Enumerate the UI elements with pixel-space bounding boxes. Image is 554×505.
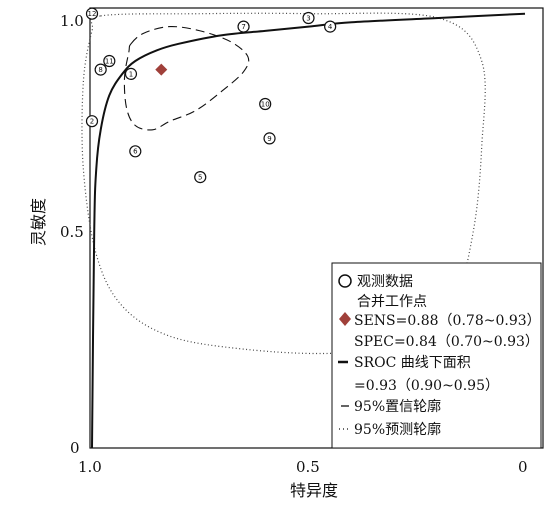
study-point-label: 11 <box>105 57 114 65</box>
study-point-2: 2 <box>85 115 99 128</box>
study-point-marker <box>194 171 207 184</box>
study-point-marker <box>237 20 250 33</box>
legend-spec: SPEC=0.84（0.70~0.93） <box>354 334 539 350</box>
study-point-3: 3 <box>302 11 315 25</box>
study-point-marker <box>94 63 107 76</box>
summary-operating-point <box>155 63 168 76</box>
y-tick-label-1: 1.0 <box>60 12 84 30</box>
axis-ticks: 1.0 0.5 0 1.0 0.5 0 <box>60 12 528 476</box>
legend-pred-label: 95%预测轮廓 <box>354 421 441 438</box>
study-point-9: 9 <box>263 132 276 145</box>
study-point-label: 12 <box>88 10 97 18</box>
legend: 观测数据 合并工作点 SENS=0.88（0.78~0.93） SPEC=0.8… <box>331 262 542 449</box>
x-tick-label-05: 0.5 <box>296 458 320 476</box>
contours <box>81 12 526 449</box>
study-point-marker <box>324 20 337 33</box>
study-point-label: 7 <box>241 23 245 31</box>
study-point-6: 6 <box>129 145 142 158</box>
study-point-label: 10 <box>261 100 270 108</box>
study-point-label: 8 <box>98 66 102 74</box>
y-tick-label-0: 0 <box>70 439 80 457</box>
study-point-marker <box>129 145 142 158</box>
study-point-label: 4 <box>328 23 333 31</box>
study-point-10: 10 <box>259 97 272 111</box>
study-point-label: 2 <box>90 118 94 126</box>
x-tick-label-0: 0 <box>518 458 528 476</box>
study-point-1: 1 <box>124 67 138 81</box>
study-point-marker <box>302 11 315 25</box>
study-point-marker <box>259 97 272 111</box>
prediction-contour <box>81 12 486 355</box>
study-point-4: 4 <box>324 20 337 33</box>
x-axis-label: 特异度 <box>290 481 338 500</box>
y-axis-label: 灵敏度 <box>29 198 48 246</box>
study-point-marker <box>85 115 99 128</box>
x-tick-label-1: 1.0 <box>78 458 102 476</box>
study-point-11: 11 <box>103 54 116 68</box>
study-point-8: 8 <box>94 63 107 76</box>
study-point-5: 5 <box>194 171 207 184</box>
legend-observed-label: 观测数据 <box>357 274 413 290</box>
legend-observed-marker <box>338 274 352 288</box>
legend-box <box>331 262 542 449</box>
study-point-label: 9 <box>267 135 271 143</box>
study-point-label: 1 <box>129 70 133 78</box>
study-point-7: 7 <box>237 20 250 33</box>
study-point-marker <box>85 7 99 20</box>
legend-sroc-label: SROC 曲线下面积 <box>354 355 471 371</box>
legend-conf-label: 95%置信轮廓 <box>354 398 441 415</box>
legend-sens: SENS=0.88（0.78~0.93） <box>354 313 541 329</box>
confidence-contour <box>123 26 250 131</box>
study-point-marker <box>263 132 276 145</box>
study-point-label: 3 <box>306 14 310 22</box>
legend-auc: =0.93（0.90~0.95） <box>354 378 499 394</box>
sroc-curve <box>91 12 526 449</box>
legend-summary-title: 合并工作点 <box>357 294 427 310</box>
study-point-label: 6 <box>133 148 138 156</box>
study-point-marker <box>103 54 116 68</box>
study-point-label: 5 <box>198 174 202 182</box>
study-point-12: 12 <box>85 7 99 20</box>
study-point-marker <box>124 67 138 81</box>
y-tick-label-05: 0.5 <box>60 223 84 241</box>
legend-summary-marker <box>339 312 351 326</box>
